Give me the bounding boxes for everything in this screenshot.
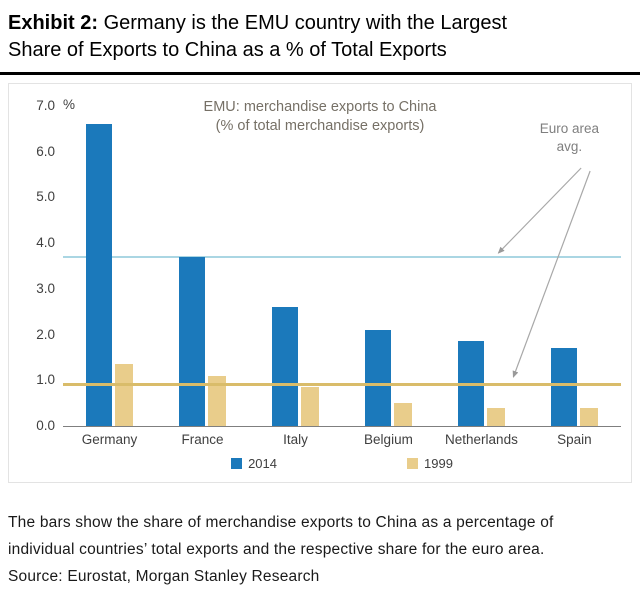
x-axis-label-belgium: Belgium [364,432,413,447]
annotation-line2: avg. [556,139,583,154]
y-axis-unit-label: % [63,97,76,112]
y-tick-label: 1.0 [36,372,55,388]
bar-1999-germany [114,364,133,426]
legend-label-2014: 2014 [248,456,277,471]
y-tick-label: 0.0 [36,418,55,433]
bar-1999-italy [300,387,319,426]
annotation-line1: Euro area [539,121,599,136]
y-tick-label: 5.0 [36,189,55,205]
chart-title-line2: (% of total merchandise exports) [215,118,425,134]
y-tick-label: 7.0 [36,98,55,113]
bar-1999-spain [579,407,598,426]
legend: 2014 1999 [63,456,621,471]
exhibit-title-text1: Germany is the EMU country with the Larg… [98,12,508,34]
x-axis-label-netherlands: Netherlands [445,432,518,447]
y-tick-label: 6.0 [36,143,55,159]
bar-2014-spain [550,348,577,426]
title-divider [0,72,640,75]
bar-group-belgium [342,106,435,426]
bar-group-italy [249,106,342,426]
plot-area: Euro area avg. [63,106,621,427]
bar-2014-germany [85,124,112,426]
bar-group-germany [63,106,156,426]
exhibit-title: Exhibit 2: Germany is the EMU country wi… [0,0,640,69]
exhibit-label: Exhibit 2: [8,12,99,34]
y-tick-label: 2.0 [36,326,55,342]
reference-line-euro-area-avg-1999 [63,382,621,386]
bars-container [63,106,621,426]
bar-1999-belgium [393,403,412,426]
bar-group-netherlands [435,106,528,426]
bar-group-france [156,106,249,426]
y-tick-label: 4.0 [36,235,55,251]
x-axis-label-italy: Italy [283,432,308,447]
source-text: Source: Eurostat, Morgan Stanley Researc… [8,568,320,585]
exhibit-title-line1: Exhibit 2: Germany is the EMU country wi… [8,10,630,37]
x-axis-label-france: France [181,432,224,447]
legend-item-2014: 2014 [231,456,277,471]
bar-2014-france [178,256,205,426]
bar-1999-france [207,375,226,426]
chart-title-line1: EMU: merchandise exports to China [203,99,437,115]
exhibit-title-line2: Share of Exports to China as a % of Tota… [8,39,447,61]
bar-2014-italy [271,307,298,426]
bar-2014-belgium [364,330,391,426]
legend-swatch-2014 [231,458,243,469]
euro-area-avg-annotation: Euro area avg. [540,120,599,156]
chart-caption: The bars show the share of merchandise e… [8,509,632,563]
reference-line-euro-area-avg-2014 [63,255,621,258]
y-tick-label: 3.0 [36,280,55,296]
x-axis-label-germany: Germany [81,432,138,447]
chart-title: EMU: merchandise exports to China (% of … [9,98,631,136]
caption-line1: The bars show the share of merchandise e… [8,514,554,531]
x-axis-labels: Germany France Italy Belgium Netherlands Spai… [63,432,621,447]
legend-item-1999: 1999 [407,456,453,471]
legend-label-1999: 1999 [424,456,453,471]
caption-line2: individual countries’ total exports and … [8,541,545,558]
x-axis-label-spain: Spain [557,432,592,447]
bar-1999-netherlands [486,407,505,426]
legend-swatch-1999 [407,458,418,469]
chart: EMU: merchandise exports to China (% of … [8,83,632,483]
